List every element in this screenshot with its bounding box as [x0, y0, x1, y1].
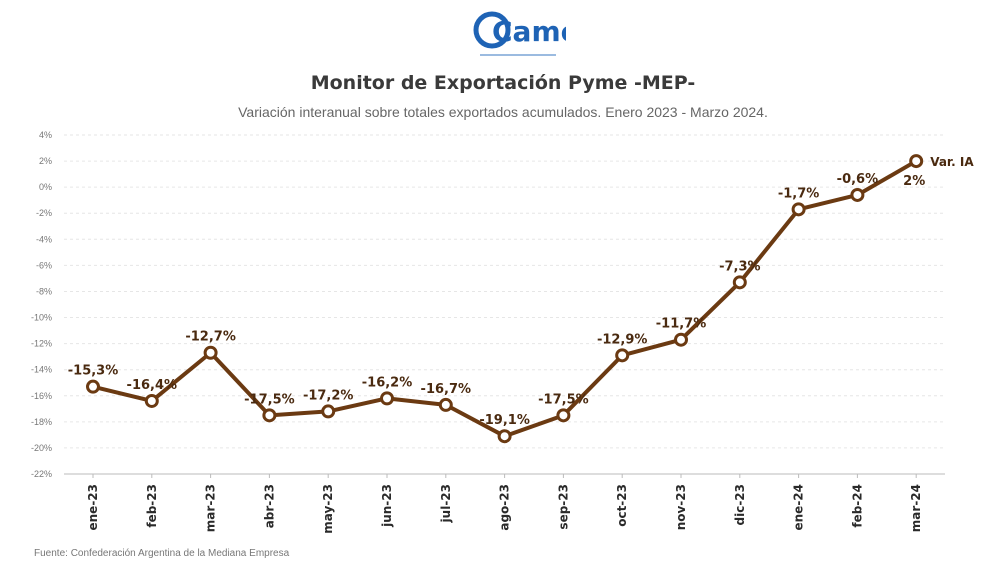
y-tick-label: -20%: [31, 443, 52, 453]
data-point: [909, 154, 924, 169]
chart-subtitle: Variación interanual sobre totales expor…: [238, 104, 768, 120]
series-name-label: Var. IA: [930, 155, 974, 169]
data-label: -16,4%: [127, 378, 178, 393]
y-tick-label: -10%: [31, 313, 52, 323]
y-tick-label: 4%: [39, 130, 52, 140]
data-point: [144, 393, 159, 408]
x-tick-label: jun-23: [380, 484, 394, 528]
data-label: -1,7%: [778, 186, 819, 201]
x-tick-label: sep-23: [556, 484, 570, 530]
x-tick-label: oct-23: [615, 484, 629, 527]
logo-caption-line: [480, 54, 556, 56]
data-point: [86, 379, 100, 394]
y-tick-label: -6%: [36, 260, 52, 270]
y-tick-label: 2%: [39, 156, 52, 166]
source-note: Fuente: Confederación Argentina de la Me…: [34, 548, 290, 559]
x-tick-label: feb-24: [850, 484, 864, 528]
y-tick-label: -8%: [36, 286, 52, 296]
data-label: -19,1%: [479, 413, 530, 428]
data-label: -7,3%: [719, 259, 760, 274]
data-point: [438, 397, 453, 412]
y-tick-label: -18%: [31, 417, 52, 427]
y-tick-label: -14%: [31, 365, 52, 375]
y-tick-label: 0%: [39, 182, 52, 192]
logo-ring: [473, 11, 511, 49]
x-tick-label: ene-23: [86, 484, 100, 531]
data-point: [850, 187, 865, 202]
data-label: -12,9%: [597, 332, 648, 347]
data-point: [262, 408, 277, 423]
data-point: [615, 348, 630, 363]
data-point: [321, 404, 336, 419]
y-tick-label: -4%: [36, 234, 52, 244]
x-tick-label: abr-23: [262, 484, 276, 528]
x-tick-label: jul-23: [439, 484, 453, 523]
y-tick-label: -22%: [31, 469, 52, 479]
x-tick-label: ago-23: [498, 484, 512, 531]
series-line: [91, 159, 919, 439]
data-point: [497, 429, 512, 444]
x-tick-label: dic-23: [733, 484, 747, 526]
data-label: -12,7%: [185, 330, 236, 345]
data-label: -11,7%: [656, 317, 707, 332]
y-tick-label: -2%: [36, 208, 52, 218]
chart-title: Monitor de Exportación Pyme -MEP-: [310, 72, 696, 94]
data-label: -17,5%: [538, 392, 589, 407]
y-tick-label: -12%: [31, 339, 52, 349]
data-point: [732, 275, 747, 290]
x-tick-label: feb-23: [145, 484, 159, 528]
came-logo: Came: [470, 8, 580, 64]
x-tick-label: mar-24: [909, 484, 923, 532]
x-tick-label: mar-23: [204, 484, 218, 532]
x-tick-label: ene-24: [792, 484, 806, 531]
data-point: [674, 332, 688, 347]
data-point: [380, 391, 394, 406]
data-label: -0,6%: [837, 172, 878, 187]
data-point: [791, 202, 806, 217]
data-label: -17,2%: [303, 388, 354, 403]
data-label: -17,5%: [244, 392, 295, 407]
data-label: 2%: [903, 174, 925, 189]
data-point: [556, 408, 571, 423]
data-label: -15,3%: [68, 364, 119, 379]
data-label: -16,7%: [421, 382, 472, 397]
data-point: [203, 345, 218, 360]
data-label: -16,2%: [362, 375, 413, 390]
x-tick-label: may-23: [321, 484, 335, 534]
y-tick-label: -16%: [31, 391, 52, 401]
x-tick-label: nov-23: [674, 484, 688, 530]
logo-wordmark: Came: [492, 15, 566, 48]
